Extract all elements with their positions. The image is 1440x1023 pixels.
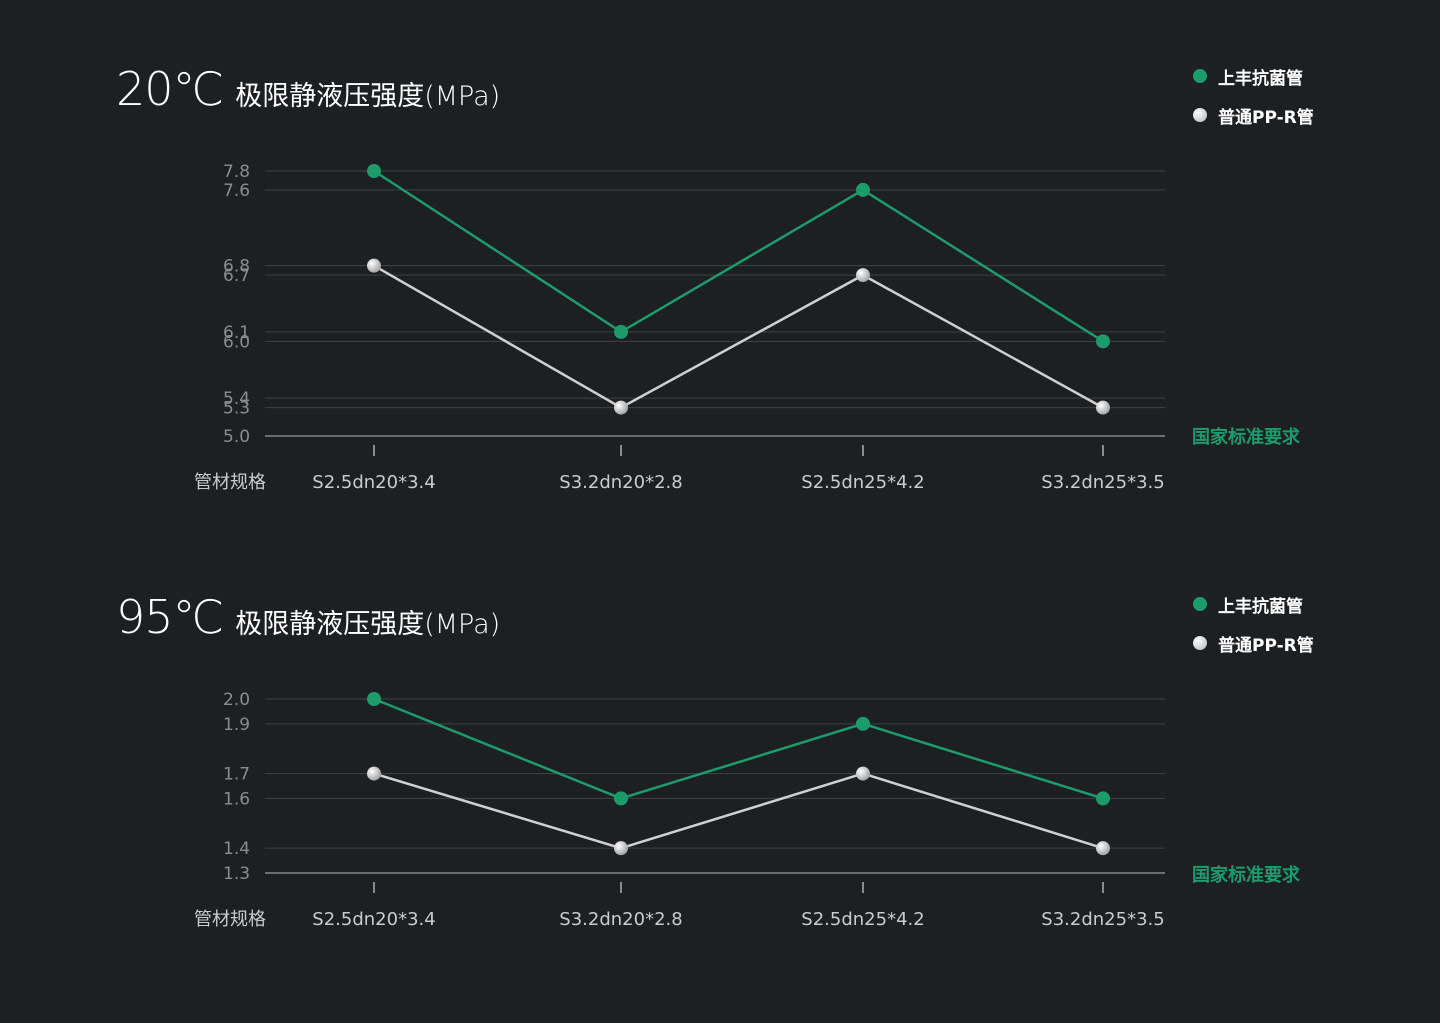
x-axis-label: 管材规格 [194,909,266,930]
data-point-antibacterial [614,324,628,339]
legend-green-dot-icon [1193,69,1207,83]
y-tick-label: 5.3 [223,399,250,419]
x-category-label: S3.2dn25*3.5 [1041,472,1164,493]
data-point-standard [367,258,381,273]
y-tick-label: 7.8 [223,162,250,182]
data-point-antibacterial [1096,334,1110,349]
y-tick-label: 1.3 [223,864,250,884]
legend-green-dot-icon [1193,597,1207,611]
x-category-label: S2.5dn20*3.4 [312,909,435,930]
y-tick-label: 5.0 [223,427,250,447]
x-category-label: S2.5dn20*3.4 [312,472,435,493]
data-point-standard [856,766,870,781]
chart-title: 20℃ 极限静液压强度(MPa) [116,62,500,116]
legend-item-antibacterial: 上丰抗菌管 [1193,592,1314,617]
data-point-standard [614,841,628,856]
line-chart-95c: 2.0 1.9 1.7 1.6 1.4 1.3 国家标准要求 S2.5dn20*3.4 S3.2… [194,690,1301,930]
legend-label: 上丰抗菌管 [1218,596,1303,617]
data-point-antibacterial [856,716,870,731]
y-tick-label: 1.6 [223,789,250,809]
y-tick-label: 6.0 [223,332,250,352]
data-point-standard [1096,841,1110,856]
series-line-standard [373,264,1104,410]
chart-title-temperature: 20℃ [116,62,224,116]
y-tick-label: 6.8 [223,257,250,277]
line-chart-20c: 7.87.6 6.86.7 6.16.0 5.45.3 5.0 国家标准要求 S2.5dn2… [194,162,1301,493]
y-tick-label: 5.4 [223,389,250,409]
data-point-standard [614,400,628,415]
x-category-label: S3.2dn20*2.8 [559,472,682,493]
chart-panel-20c: 20℃ 极限静液压强度(MPa) 上丰抗菌管 普通PP-R管 7.8 7.6 6.8… [0,0,1440,495]
data-point-antibacterial [1096,791,1110,806]
data-point-antibacterial [367,164,381,178]
legend: 上丰抗菌管 普通PP-R管 [1193,64,1314,142]
legend-label: 普通PP-R管 [1218,635,1314,656]
y-tick-label: 2.0 [223,690,250,710]
data-point-antibacterial [614,791,628,806]
y-tick-label: 7.6 [223,181,250,201]
y-tick-label: 1.4 [223,839,250,859]
legend-item-standard: 普通PP-R管 [1193,103,1314,128]
data-point-standard [1096,400,1110,415]
standard-requirement-label: 国家标准要求 [1192,864,1301,886]
chart-panel-95c: 95℃ 极限静液压强度(MPa) 上丰抗菌管 普通PP-R管 2.0 1.9 1.7… [0,528,1440,1023]
x-category-label: S3.2dn20*2.8 [559,909,682,930]
chart-title-text: 极限静液压强度(MPa) [235,81,501,112]
y-tick-label: 1.7 [223,765,250,785]
chart-title-temperature: 95℃ [116,590,224,644]
x-axis-label: 管材规格 [194,472,266,493]
series-line-antibacterial [373,169,1104,343]
legend: 上丰抗菌管 普通PP-R管 [1193,592,1314,670]
legend-gray-dot-icon [1193,636,1207,650]
legend-label: 上丰抗菌管 [1218,68,1303,89]
legend-item-standard: 普通PP-R管 [1193,631,1314,656]
series-line-antibacterial [373,697,1104,800]
chart-title-text: 极限静液压强度(MPa) [235,609,501,640]
legend-gray-dot-icon [1193,108,1207,122]
data-point-standard [367,766,381,781]
x-category-label: S2.5dn25*4.2 [801,909,924,930]
y-tick-label: 1.9 [223,715,250,735]
x-category-label: S3.2dn25*3.5 [1041,909,1164,930]
x-category-label: S2.5dn25*4.2 [801,472,924,493]
series-line-standard [373,772,1104,850]
y-tick-label: 6.7 [223,266,250,286]
data-point-antibacterial [367,692,381,706]
data-point-standard [856,268,870,283]
standard-requirement-label: 国家标准要求 [1192,426,1301,448]
chart-title: 95℃ 极限静液压强度(MPa) [116,590,500,644]
legend-label: 普通PP-R管 [1218,107,1314,128]
data-point-antibacterial [856,182,870,197]
y-tick-label: 6.1 [223,323,250,343]
legend-item-antibacterial: 上丰抗菌管 [1193,64,1314,89]
